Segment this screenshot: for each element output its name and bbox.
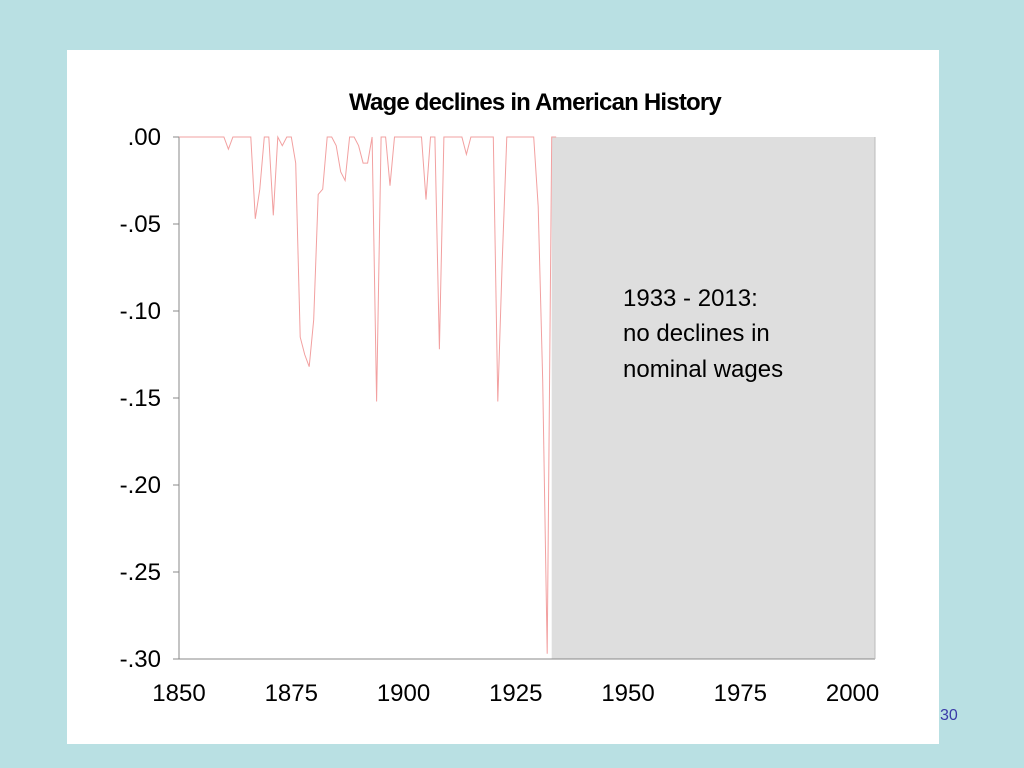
x-tick-label: 2000 xyxy=(826,680,879,707)
x-tick-labels: 1850 1875 1900 1925 1950 1975 2000 xyxy=(152,680,879,707)
y-tick-label: -.30 xyxy=(120,646,161,673)
chart: Wage declines in American History .00 -.0… xyxy=(120,89,880,707)
x-tick-label: 1975 xyxy=(714,680,767,707)
annotation-line-2: no declines in xyxy=(623,320,770,347)
chart-title: Wage declines in American History xyxy=(349,89,722,116)
y-tick-label: .00 xyxy=(128,124,161,151)
y-tick-labels: .00 -.05 -.10 -.15 -.20 -.25 -.30 xyxy=(120,124,161,673)
y-tick-label: -.05 xyxy=(120,211,161,238)
slide: Wage declines in American History .00 -.0… xyxy=(67,50,939,744)
x-tick-label: 1875 xyxy=(265,680,318,707)
y-tick-label: -.20 xyxy=(120,472,161,499)
slide-page-number: 30 xyxy=(940,707,958,724)
x-tick-label: 1925 xyxy=(489,680,542,707)
series-group xyxy=(179,135,557,654)
annotation-line-1: 1933 - 2013: xyxy=(623,285,758,312)
shaded-region xyxy=(551,137,875,659)
chart-annotation: 1933 - 2013: no declines in nominal wage… xyxy=(623,285,783,383)
axes xyxy=(173,136,876,660)
x-tick-label: 1850 xyxy=(152,680,205,707)
y-tick-label: -.25 xyxy=(120,559,161,586)
y-tick-label: -.10 xyxy=(120,298,161,325)
series-line-1 xyxy=(179,135,557,654)
x-tick-label: 1950 xyxy=(601,680,654,707)
y-tick-label: -.15 xyxy=(120,385,161,412)
annotation-line-3: nominal wages xyxy=(623,356,783,383)
x-tick-label: 1900 xyxy=(377,680,430,707)
